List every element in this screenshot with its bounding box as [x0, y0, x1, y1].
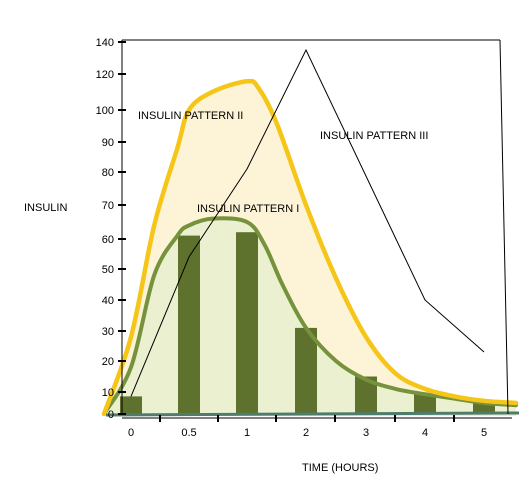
x-tick-label-5: 5 — [481, 427, 487, 439]
lines-layer — [101, 48, 519, 417]
pattern-ii-line — [101, 78, 519, 417]
x-tick-label-3: 3 — [363, 427, 369, 439]
y-tick-label-80: 80 — [102, 167, 114, 179]
label-pattern-i: INSULIN PATTERN I — [197, 203, 299, 215]
x-axis-title: TIME (HOURS) — [302, 462, 378, 474]
bar-4 — [414, 394, 436, 414]
bar-0.5 — [178, 235, 200, 414]
bar-1 — [236, 232, 258, 414]
y-tick-label-20: 20 — [102, 356, 114, 368]
y-tick-label-70: 70 — [102, 200, 114, 212]
label-pattern-ii: INSULIN PATTERN II — [138, 110, 243, 122]
bar-3 — [355, 376, 377, 414]
bars-layer — [120, 232, 495, 414]
right-border — [499, 39, 509, 415]
label-pattern-iii: INSULIN PATTERN III — [320, 130, 428, 142]
y-tick-label-10: 10 — [102, 387, 114, 399]
fill-layer — [104, 81, 516, 416]
x-tick-label-2: 2 — [303, 427, 309, 439]
bar-0 — [120, 396, 142, 414]
y-tick-label-120: 120 — [96, 69, 114, 81]
x-tick-label-0: 0 — [128, 427, 134, 439]
y-tick-label-40: 40 — [102, 295, 114, 307]
x-tick-label-1: 1 — [244, 427, 250, 439]
y-tick-label-60: 60 — [102, 234, 114, 246]
y-tick-label-0: 0 — [108, 409, 114, 421]
y-tick-label-50: 50 — [102, 264, 114, 276]
pattern-iii-line — [130, 48, 485, 397]
pattern-i-area — [104, 218, 516, 416]
y-tick-label-100: 100 — [96, 105, 114, 117]
baseline — [105, 411, 519, 417]
y-tick-label-30: 30 — [102, 326, 114, 338]
y-axis-title: INSULIN — [24, 202, 67, 214]
bar-2 — [295, 327, 317, 414]
x-tick-label-4: 4 — [422, 427, 428, 439]
y-tick-label-140: 140 — [96, 37, 114, 49]
axes-layer: 0 10 20 30 40 50 60 70 80 90 100 120 140 0 0.5 1 2 3 4 5 — [96, 37, 519, 439]
x-tick-label-0.5: 0.5 — [181, 427, 196, 439]
bar-5 — [473, 403, 495, 414]
pattern-i-line — [102, 216, 518, 416]
y-tick-label-90: 90 — [102, 137, 114, 149]
